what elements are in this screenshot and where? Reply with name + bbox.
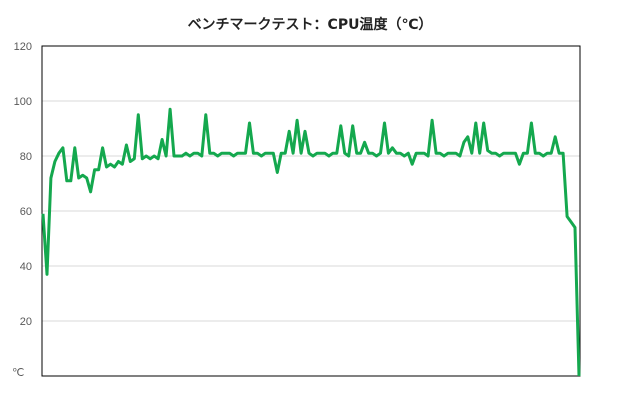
plot-area-border <box>41 45 581 377</box>
y-tick-label: 80 <box>20 151 32 163</box>
y-tick-label: 100 <box>14 96 32 108</box>
y-tick-label: 40 <box>20 261 32 273</box>
series-line <box>41 107 581 377</box>
y-tick-label: 120 <box>14 41 32 53</box>
y-axis-unit-label: ℃ <box>12 367 24 379</box>
y-tick-label: 60 <box>20 206 32 218</box>
chart-title: ベンチマークテスト：CPU温度（℃） <box>187 17 433 33</box>
y-tick-label: 20 <box>20 316 32 328</box>
